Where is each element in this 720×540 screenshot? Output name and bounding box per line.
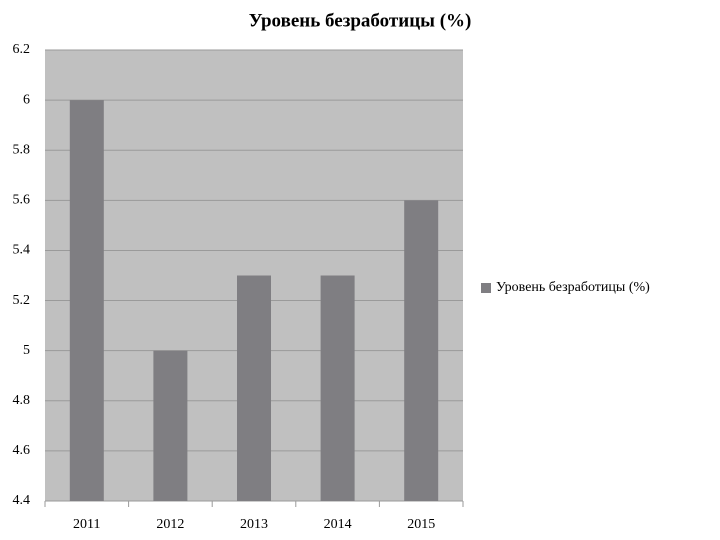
chart-title: Уровень безработицы (%) bbox=[249, 10, 472, 31]
y-tick-label: 4.4 bbox=[13, 493, 31, 508]
x-tick-label: 2014 bbox=[324, 517, 352, 532]
bar bbox=[69, 100, 104, 501]
y-tick-label: 4.8 bbox=[13, 393, 31, 408]
bar bbox=[320, 275, 355, 501]
bar bbox=[237, 275, 271, 501]
x-tick-label: 2015 bbox=[407, 517, 435, 532]
y-tick-label: 5 bbox=[23, 343, 30, 358]
x-tick-label: 2013 bbox=[240, 517, 268, 532]
y-tick-label: 5.2 bbox=[13, 293, 31, 308]
bar bbox=[404, 200, 439, 502]
y-tick-label: 6.2 bbox=[13, 42, 31, 57]
x-tick-label: 2011 bbox=[73, 517, 100, 532]
x-tick-label: 2012 bbox=[156, 517, 184, 532]
bar bbox=[153, 350, 188, 501]
y-tick-label: 5.4 bbox=[13, 243, 31, 258]
legend-swatch bbox=[481, 283, 491, 293]
y-tick-label: 6 bbox=[23, 92, 30, 107]
legend-label: Уровень безработицы (%) bbox=[496, 280, 650, 295]
y-tick-label: 4.6 bbox=[13, 443, 31, 458]
y-tick-label: 5.6 bbox=[13, 193, 31, 208]
y-tick-label: 5.8 bbox=[13, 142, 31, 157]
